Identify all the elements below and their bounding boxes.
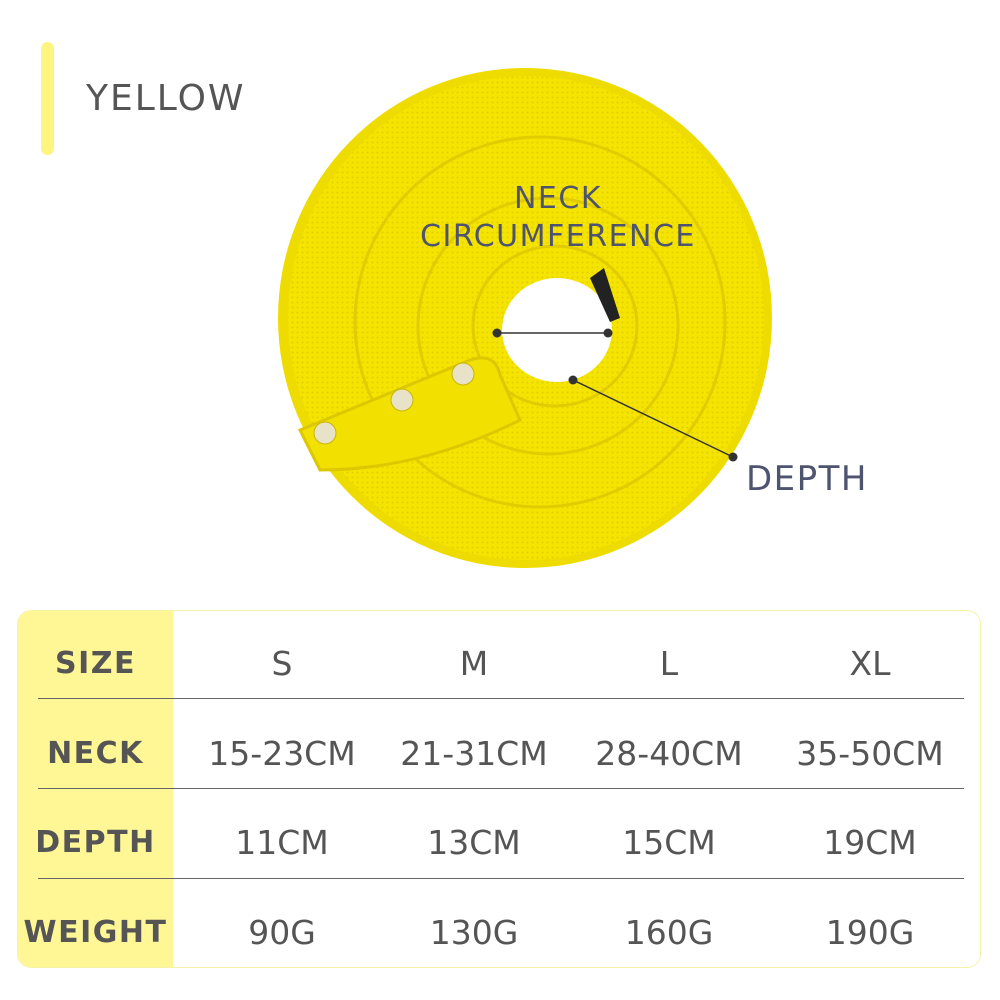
table-cell: 19CM — [823, 823, 917, 862]
snap-button — [313, 421, 337, 445]
table-cell: 15CM — [622, 823, 716, 862]
collar-image — [278, 68, 772, 568]
table-cell: L — [659, 644, 679, 683]
row-header: WEIGHT — [23, 915, 168, 950]
table-cell: S — [271, 644, 293, 683]
table-row-neck: NECK 15-23CM 21-31CM 28-40CM 35-50CM — [18, 709, 980, 799]
table-row-depth: DEPTH 11CM 13CM 15CM 19CM — [18, 798, 980, 888]
collar-flap — [297, 356, 522, 472]
neck-hole — [502, 278, 612, 382]
row-header: SIZE — [54, 646, 136, 681]
color-title: YELLOW — [86, 78, 246, 119]
row-divider — [38, 698, 964, 699]
header-column — [18, 611, 173, 967]
neck-label-line2: CIRCUMFERENCE — [420, 219, 696, 254]
depth-label: DEPTH — [746, 459, 869, 499]
table-cell: M — [459, 644, 489, 683]
row-divider — [38, 788, 964, 789]
neck-circumference-label: NECK CIRCUMFERENCE — [400, 180, 716, 256]
table-cell: 160G — [624, 913, 714, 952]
table-cell: 15-23CM — [208, 734, 356, 773]
table-cell: 35-50CM — [796, 734, 944, 773]
snap-button — [390, 388, 414, 412]
row-header: NECK — [47, 736, 144, 771]
collar-strap — [590, 268, 620, 322]
neck-label-line1: NECK — [513, 181, 603, 216]
table-cell: 28-40CM — [595, 734, 743, 773]
color-accent-bar — [41, 42, 54, 155]
table-cell: 21-31CM — [400, 734, 548, 773]
row-header: DEPTH — [35, 825, 156, 860]
snap-button — [451, 362, 475, 386]
table-cell: 11CM — [235, 823, 329, 862]
table-cell: XL — [849, 644, 891, 683]
table-row-weight: WEIGHT 90G 130G 160G 190G — [18, 888, 980, 967]
size-table: SIZE S M L XL NECK 15-23CM 21-31CM 28-40CM 35-50C… — [17, 610, 981, 968]
depth-measure-line — [572, 379, 734, 458]
table-cell: 190G — [825, 913, 915, 952]
table-cell: 13CM — [427, 823, 521, 862]
row-divider — [38, 878, 964, 879]
table-row-size: SIZE S M L XL — [18, 619, 980, 709]
table-cell: 90G — [248, 913, 316, 952]
table-cell: 130G — [429, 913, 519, 952]
